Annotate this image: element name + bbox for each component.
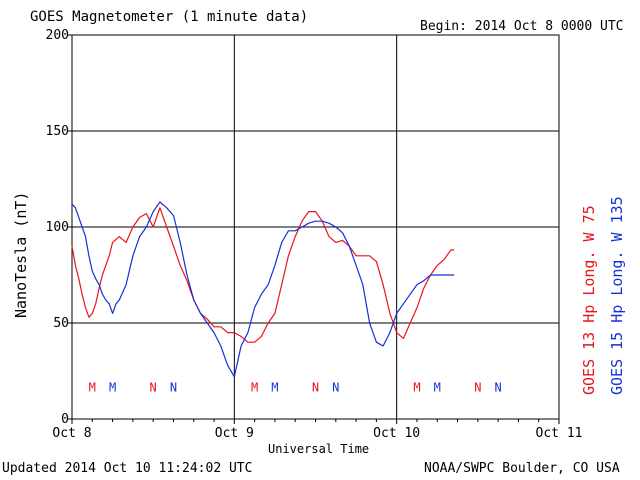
local-time-marker: M [251,380,258,394]
x-tick-label: Oct 11 [536,426,583,441]
y-tick-label: 200 [46,28,69,43]
local-time-marker: N [312,380,319,394]
y-tick-label: 100 [46,220,69,235]
x-tick-label: Oct 10 [373,426,420,441]
local-time-marker: M [89,380,96,394]
x-tick-label: Oct 8 [52,426,91,441]
y-tick-label: 50 [53,316,69,331]
local-time-marker: M [434,380,441,394]
legend-goes13: GOES 13 Hp Long. W 75 [580,205,598,395]
legend-goes15: GOES 15 Hp Long. W 135 [608,196,626,395]
local-time-marker: N [150,380,157,394]
local-time-marker: M [413,380,420,394]
series-goes15-line [71,201,455,378]
y-axis-label: NanoTesla (nT) [12,191,30,318]
local-time-marker: N [170,380,177,394]
local-time-marker: N [332,380,339,394]
begin-time: Begin: 2014 Oct 8 0000 UTC [420,19,624,34]
local-time-marker: M [271,380,278,394]
y-tick-label: 0 [61,412,69,427]
x-axis-label: Universal Time [268,442,370,456]
x-tick-label: Oct 9 [215,426,254,441]
local-time-marker: N [495,380,502,394]
credit: NOAA/SWPC Boulder, CO USA [424,461,620,476]
local-time-marker: N [474,380,481,394]
local-time-marker: M [109,380,116,394]
updated-timestamp: Updated 2014 Oct 10 11:24:02 UTC [2,461,253,476]
y-tick-label: 150 [46,124,69,139]
chart-title: GOES Magnetometer (1 minute data) [30,9,309,25]
